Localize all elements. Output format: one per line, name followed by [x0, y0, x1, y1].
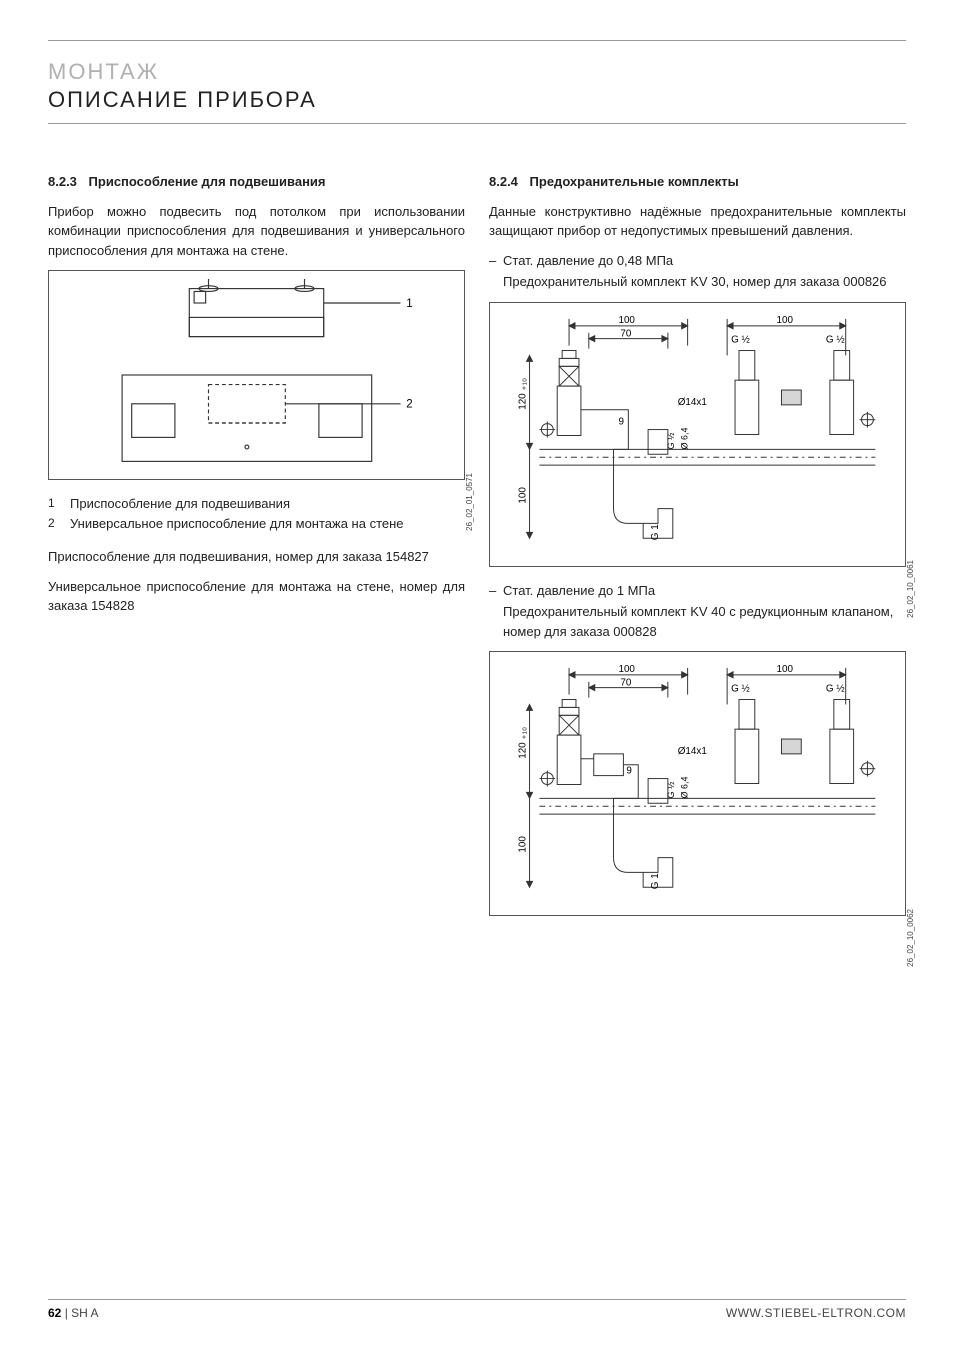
- figure-suspension-bracket: 1 2 26_02_01_0571: [48, 270, 465, 480]
- para-823-2: Приспособление для подвешивания, номер д…: [48, 547, 465, 567]
- dim-g12a: G ½: [731, 334, 750, 345]
- bullet-list-1: Стат. давление до 0,48 МПа Предохранител…: [489, 251, 906, 292]
- figure-id-2: 26_02_10_0061: [905, 560, 917, 618]
- para-823-1: Прибор можно подвесить под потолком при …: [48, 202, 465, 261]
- dim-100b: 100: [777, 314, 794, 325]
- legend-text: Приспособление для подвешивания: [70, 494, 465, 514]
- dim-100v: 100: [518, 836, 529, 853]
- bullet-line1: Стат. давление до 0,48 МПа: [503, 253, 673, 268]
- legend-num: 2: [48, 514, 60, 534]
- section-heading-824: 8.2.4 Предохранительные комплекты: [489, 172, 906, 192]
- dim-120: 120 ₊₁₀: [518, 727, 529, 759]
- dim-g1: G 1: [650, 523, 661, 539]
- dim-64: Ø 6,4: [680, 777, 690, 799]
- callout-2: 2: [406, 399, 412, 411]
- figure-id-3: 26_02_10_0062: [905, 909, 917, 967]
- bullet-item: Стат. давление до 1 МПа Предохранительны…: [489, 581, 906, 642]
- legend-row: 2 Универсальное приспособление для монта…: [48, 514, 465, 534]
- legend-num: 1: [48, 494, 60, 514]
- bullet-list-2: Стат. давление до 1 МПа Предохранительны…: [489, 581, 906, 642]
- left-column: 8.2.3 Приспособление для подвешивания Пр…: [48, 172, 465, 930]
- dim-9: 9: [618, 416, 624, 427]
- bullet-item: Стат. давление до 0,48 МПа Предохранител…: [489, 251, 906, 292]
- dim-g12b: G ½: [826, 334, 845, 345]
- page-number: 62: [48, 1306, 61, 1320]
- legend-row: 1 Приспособление для подвешивания: [48, 494, 465, 514]
- dim-14: Ø14x1: [678, 746, 708, 757]
- bullet-line2: Предохранительный комплект KV 40 с редук…: [503, 602, 906, 641]
- heading-number: 8.2.3: [48, 172, 77, 192]
- doc-ref: SH A: [71, 1306, 98, 1320]
- legend-text: Универсальное приспособление для монтажа…: [70, 514, 465, 534]
- dim-100a: 100: [618, 314, 635, 325]
- header-subtitle: МОНТАЖ: [48, 59, 906, 85]
- dim-100a: 100: [618, 664, 635, 675]
- dim-70: 70: [620, 328, 631, 339]
- dim-70: 70: [620, 678, 631, 689]
- diagram-suspension: 1 2: [57, 279, 456, 471]
- dim-14: Ø14x1: [678, 396, 708, 407]
- dim-g1: G 1: [650, 873, 661, 889]
- dim-g12b: G ½: [826, 684, 845, 695]
- dim-64: Ø 6,4: [680, 427, 690, 449]
- heading-text: Предохранительные комплекты: [530, 174, 739, 189]
- callout-1: 1: [406, 298, 412, 310]
- top-rule: [48, 40, 906, 41]
- diagram-kv40: 100 100 70 G ½ G ½: [498, 660, 897, 907]
- page-footer: 62 | SH A WWW.STIEBEL-ELTRON.COM: [48, 1299, 906, 1320]
- page-header: МОНТАЖ ОПИСАНИЕ ПРИБОРА: [48, 59, 906, 124]
- heading-number: 8.2.4: [489, 172, 518, 192]
- footer-url: WWW.STIEBEL-ELTRON.COM: [726, 1306, 906, 1320]
- dim-g12s: G ½: [666, 781, 676, 798]
- section-heading-823: 8.2.3 Приспособление для подвешивания: [48, 172, 465, 192]
- figure-kv30: 100 100 70 G ½ G ½: [489, 302, 906, 567]
- dim-9: 9: [626, 766, 632, 777]
- footer-left: 62 | SH A: [48, 1306, 99, 1320]
- right-column: 8.2.4 Предохранительные комплекты Данные…: [489, 172, 906, 930]
- header-title: ОПИСАНИЕ ПРИБОРА: [48, 87, 906, 113]
- dim-g12a: G ½: [731, 684, 750, 695]
- diagram-kv30: 100 100 70 G ½ G ½: [498, 311, 897, 558]
- dim-g12s: G ½: [666, 431, 676, 448]
- bullet-line1: Стат. давление до 1 МПа: [503, 583, 655, 598]
- legend-823: 1 Приспособление для подвешивания 2 Унив…: [48, 494, 465, 533]
- para-823-3: Универсальное приспособление для монтажа…: [48, 577, 465, 616]
- header-rule: [48, 123, 906, 124]
- heading-text: Приспособление для подвешивания: [89, 174, 326, 189]
- figure-kv40: 100 100 70 G ½ G ½: [489, 651, 906, 916]
- para-824-1: Данные конструктивно надёжные предохрани…: [489, 202, 906, 241]
- dim-100b: 100: [777, 664, 794, 675]
- figure-id-1: 26_02_01_0571: [464, 473, 476, 531]
- dim-120: 120 ₊₁₀: [518, 377, 529, 409]
- bullet-line2: Предохранительный комплект KV 30, номер …: [503, 272, 906, 292]
- dim-100v: 100: [518, 486, 529, 503]
